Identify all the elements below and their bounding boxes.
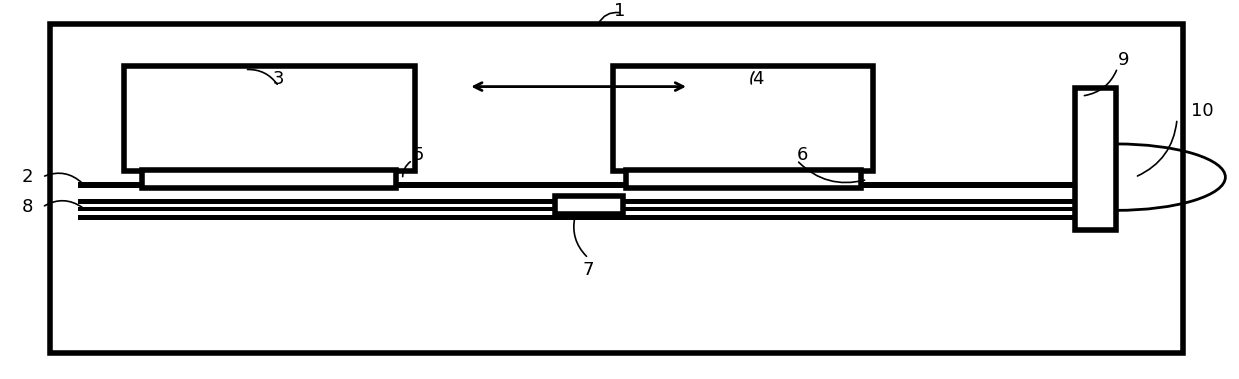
Text: 6: 6 — [797, 146, 809, 163]
Text: 9: 9 — [1118, 51, 1130, 69]
Bar — [50, 24, 1183, 352]
Text: 5: 5 — [413, 146, 425, 163]
Bar — [78, 207, 1085, 211]
Bar — [142, 170, 396, 188]
Text: 8: 8 — [21, 198, 33, 216]
Bar — [78, 199, 1085, 204]
Bar — [613, 66, 873, 171]
Bar — [78, 182, 1085, 188]
Text: 7: 7 — [582, 261, 595, 279]
Text: 3: 3 — [273, 70, 285, 88]
Text: 10: 10 — [1191, 102, 1213, 120]
Text: 1: 1 — [613, 2, 626, 20]
Bar — [124, 66, 415, 171]
Text: 2: 2 — [21, 168, 33, 186]
Bar — [626, 170, 861, 188]
Text: 4: 4 — [752, 70, 764, 88]
Bar — [555, 196, 623, 214]
Bar — [78, 215, 1085, 220]
Bar — [1075, 88, 1116, 230]
